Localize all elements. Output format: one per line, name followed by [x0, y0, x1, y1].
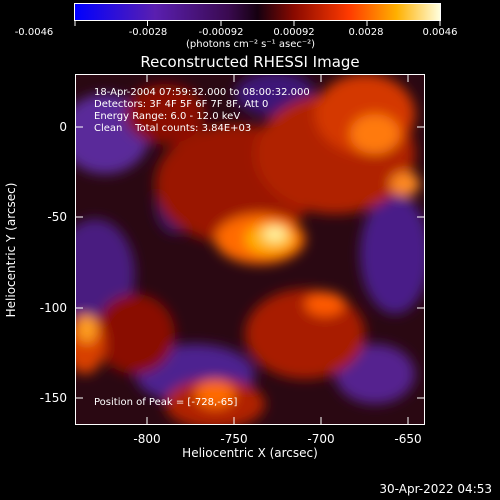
plot-title: Reconstructed RHESSI Image — [140, 53, 360, 71]
x-tick-label: -700 — [307, 432, 335, 446]
colorbar-tick-label: 0.0028 — [348, 27, 384, 38]
colorbar-tick-label: 0.00092 — [273, 27, 315, 38]
rhessi-image — [75, 74, 425, 425]
x-tick-label: -800 — [133, 432, 161, 446]
colorbar-tick-label: -0.00092 — [198, 27, 244, 38]
y-axis-label: Heliocentric Y (arcsec) — [4, 182, 18, 318]
info-peak-position: Position of Peak = [-728,-65] — [94, 397, 238, 408]
y-tick-label: -50 — [47, 210, 67, 224]
y-tick-label: 0 — [59, 120, 67, 134]
colorbar-units: (photons cm⁻² s⁻¹ asec⁻²) — [186, 39, 316, 50]
x-tick-label: -650 — [394, 432, 422, 446]
colorbar-tick-label: -0.0028 — [128, 27, 168, 38]
colorbar-tick-label: 0.0046 — [422, 27, 458, 38]
colorbar-ticks — [74, 21, 441, 26]
info-clean-counts: Clean Total counts: 3.84E+03 — [94, 123, 252, 134]
footer-date: 30-Apr-2022 04:53 — [379, 482, 492, 496]
x-axis-label: Heliocentric X (arcsec) — [182, 446, 318, 460]
colorbar-tick-label: -0.0046 — [14, 27, 54, 38]
y-tick-label: -100 — [39, 301, 67, 315]
info-time-range: 18-Apr-2004 07:59:32.000 to 08:00:32.000 — [94, 87, 310, 98]
info-energy-range: Energy Range: 6.0 - 12.0 keV — [94, 111, 241, 122]
info-detectors: Detectors: 3F 4F 5F 6F 7F 8F, Att 0 — [94, 99, 269, 110]
y-tick-label: -150 — [39, 391, 67, 405]
colorbar — [74, 3, 441, 21]
x-tick-label: -750 — [220, 432, 248, 446]
